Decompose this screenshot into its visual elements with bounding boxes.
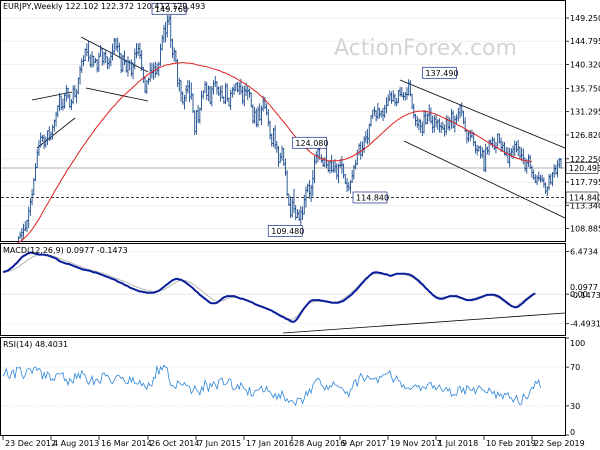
annotation-box — [267, 225, 303, 237]
macd-axis-label: 6.4734 — [570, 247, 598, 256]
rsi-line — [2, 364, 541, 407]
trendline-flag-lower — [36, 117, 76, 149]
macd-panel-header: MACD(12,26,9) 0.0977 -0.1473 — [3, 246, 128, 255]
x-axis-label: 1 Jul 2018 — [438, 439, 478, 448]
macd-gridlines — [1, 251, 565, 325]
price-axis-label: 131.295 — [570, 108, 600, 117]
x-axis-label: 9 Apr 2017 — [342, 439, 386, 448]
annotation-box — [422, 66, 457, 79]
annotation-label: 109.480 — [271, 227, 304, 236]
price-gridlines — [1, 17, 565, 229]
trendline-flag-upper — [31, 91, 73, 101]
annotation-label: 114.840 — [356, 193, 389, 202]
current-price-tag-box — [565, 162, 599, 174]
support-tag-box — [565, 191, 599, 204]
price-axis-label: 122.250 — [570, 155, 600, 164]
x-axis-label: 16 Mar 2014 — [101, 439, 152, 448]
price-axis-label: 144.795 — [570, 37, 600, 46]
annotation-box — [352, 191, 388, 204]
macd-value-label: -0.1473 — [570, 291, 600, 300]
rsi-panel-header: RSI(14) 48.4031 — [3, 340, 68, 349]
x-axis-label: 7 Jun 2015 — [198, 439, 241, 448]
channel-lower-line — [403, 140, 566, 219]
price-annotations: 149.760 137.490 124.080 114.840 109.480 — [151, 2, 459, 237]
macd-axis-labels: 6.4734 0.00 -4.4931 0.0977-0.1473 — [565, 247, 600, 329]
price-axis-label: 126.820 — [570, 131, 600, 140]
rsi-gridlines — [1, 366, 565, 407]
price-axis-labels: 149.250 144.795 140.320 135.750 131.295 126.8… — [565, 14, 600, 234]
rsi-axis-label: 100 — [570, 339, 585, 348]
annotation-label: 124.080 — [295, 139, 328, 148]
price-axis-label: 140.320 — [570, 61, 600, 70]
x-axis-label: 17 Jan 2016 — [246, 439, 294, 448]
x-axis-label: 28 Aug 2016 — [294, 439, 345, 448]
current-price-tag-label: 120.493 — [569, 164, 600, 173]
rsi-axis-labels: 100 70 30 0 — [565, 337, 585, 437]
rsi-axis-label: 30 — [570, 402, 580, 411]
macd-line — [3, 251, 536, 323]
annotation-label: 137.490 — [425, 69, 458, 78]
trendline-wedge-lower — [85, 87, 149, 102]
annotation-label: 149.760 — [155, 5, 188, 14]
support-tag-label: 114.840 — [569, 193, 600, 202]
annotation-box — [151, 2, 187, 15]
x-axis-label: 4 Aug 2013 — [53, 439, 99, 448]
macd-trendline — [282, 312, 566, 334]
macd-axis-label: -4.4931 — [570, 320, 600, 329]
rsi-axis-label: 70 — [570, 363, 580, 372]
price-panel-header: EURJPY,Weekly 122.102 122.372 120.412 12… — [3, 2, 205, 11]
macd-value-label: 0.0977 — [570, 283, 598, 292]
x-axis-label: 10 Feb 2019 — [486, 439, 536, 448]
price-axis-label: 149.250 — [570, 14, 600, 23]
rsi-axis-label: 0 — [570, 428, 575, 437]
price-axis-label: 135.750 — [570, 84, 600, 93]
price-axis-label: 117.795 — [570, 178, 600, 187]
x-axis-label: 23 Dec 2012 — [5, 439, 56, 448]
channel-upper-line — [399, 79, 566, 149]
macd-axis-label: 0.00 — [570, 290, 588, 299]
macd-panel: MACD(12,26,9) 0.0977 -0.1473 6.47340.00-… — [0, 243, 600, 336]
price-panel: ActionForex.com 149.760 137.490 124.080 114… — [0, 0, 600, 294]
price-axis-label: 113.340 — [570, 201, 600, 210]
watermark: ActionForex.com — [334, 36, 517, 61]
annotation-box — [292, 136, 327, 149]
price-axis-label: 108.885 — [570, 225, 600, 234]
x-axis-label: 26 Oct 2014 — [150, 439, 199, 448]
x-axis-label: 22 Sep 2019 — [534, 439, 585, 448]
price-candles — [1, 15, 563, 294]
x-axis-label: 19 Nov 2017 — [390, 439, 441, 448]
rsi-panel: RSI(14) 48.4031 100 70 30 0 — [0, 337, 585, 437]
moving-average-line — [3, 62, 533, 246]
